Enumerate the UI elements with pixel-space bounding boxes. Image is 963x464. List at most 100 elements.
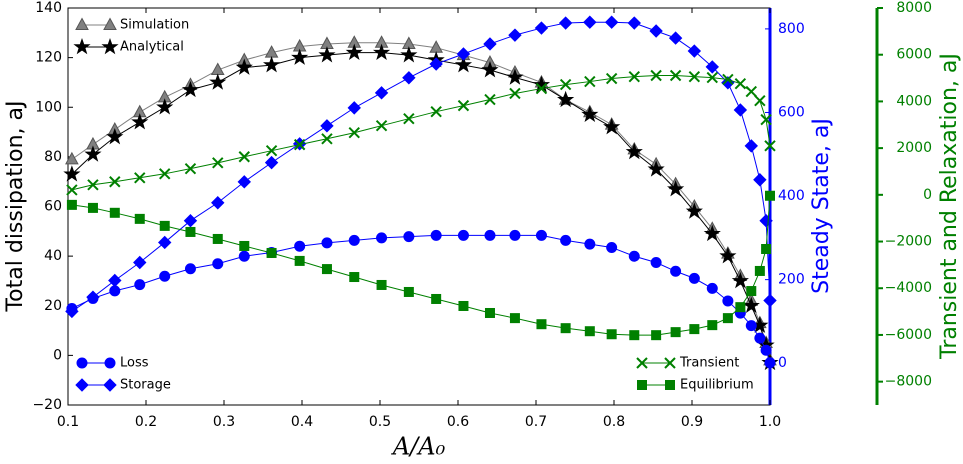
y-tick-label: 60	[44, 199, 62, 215]
marker	[131, 113, 149, 130]
marker	[403, 231, 415, 243]
marker	[506, 68, 524, 85]
marker	[431, 293, 442, 304]
marker	[687, 44, 702, 58]
marker	[159, 168, 171, 180]
marker	[668, 31, 683, 45]
legend-entry: Transient	[636, 356, 739, 371]
marker	[742, 296, 760, 314]
marker	[294, 240, 306, 252]
marker	[650, 256, 662, 268]
marker	[159, 220, 170, 231]
x-tick-label: 0.9	[681, 414, 703, 430]
marker-stroke	[184, 162, 197, 175]
marker	[584, 326, 595, 337]
y2-tick-label: 600	[778, 104, 805, 120]
y3-axis-label: Transient and Relaxation, aJ	[937, 53, 962, 360]
y-tick-label: 140	[35, 0, 62, 16]
legend-label: Simulation	[120, 18, 189, 33]
marker	[746, 286, 757, 297]
marker	[584, 75, 596, 88]
x-tick-label: 0.5	[369, 414, 391, 430]
x-tick-label: 0.2	[135, 414, 157, 430]
marker	[320, 119, 334, 133]
marker	[66, 184, 78, 196]
marker-stroke	[457, 99, 470, 112]
marker	[134, 172, 146, 184]
marker	[604, 15, 619, 29]
y-tick-label: 120	[35, 50, 62, 66]
legend-entry: Loss	[76, 356, 149, 371]
y-tick-label: 80	[44, 149, 62, 165]
legend-entry: Analytical	[73, 37, 184, 55]
marker	[581, 105, 599, 122]
marker-stroke	[559, 78, 572, 91]
marker	[753, 173, 767, 187]
marker	[664, 357, 676, 369]
y3-tick-label: −4000	[885, 280, 932, 296]
y3-tick-label: −6000	[885, 327, 932, 343]
y2-tick-label: 400	[778, 188, 805, 204]
marker	[637, 380, 647, 390]
legend-label: Storage	[120, 378, 171, 393]
marker	[106, 128, 124, 145]
marker-stroke	[348, 126, 360, 139]
marker	[763, 293, 777, 308]
marker	[321, 264, 332, 275]
marker	[134, 213, 145, 224]
marker	[403, 112, 415, 125]
marker	[184, 162, 197, 175]
marker	[345, 43, 363, 60]
marker	[628, 70, 640, 83]
marker	[606, 241, 618, 253]
marker-stroke	[628, 70, 640, 83]
marker-stroke	[87, 179, 99, 191]
marker	[349, 272, 360, 283]
y3-tick-label: −2000	[885, 234, 932, 250]
marker	[73, 37, 91, 55]
marker	[86, 290, 100, 304]
legend-label: Transient	[679, 356, 739, 371]
x-tick-label: 0.6	[447, 414, 469, 430]
marker	[735, 302, 746, 313]
marker	[509, 87, 521, 100]
marker	[238, 151, 250, 163]
marker-stroke	[636, 357, 648, 369]
y3-tick-label: 6000	[896, 47, 932, 63]
marker	[211, 196, 225, 210]
legend-entry: Equilibrium	[637, 378, 754, 393]
marker-stroke	[159, 168, 171, 180]
marker	[294, 255, 305, 266]
y-tick-label: 0	[53, 347, 62, 363]
marker-stroke	[734, 77, 747, 90]
marker	[629, 330, 640, 341]
marker	[158, 235, 172, 250]
marker	[156, 98, 174, 115]
marker-stroke	[238, 151, 250, 163]
marker	[636, 357, 648, 369]
marker	[759, 214, 773, 228]
y-tick-label: 100	[35, 99, 62, 115]
marker	[104, 357, 116, 369]
marker	[509, 229, 521, 241]
marker	[483, 37, 497, 51]
marker	[266, 247, 277, 258]
marker-stroke	[293, 138, 306, 151]
marker	[456, 47, 471, 61]
marker	[605, 72, 618, 85]
marker-stroke	[430, 105, 442, 118]
y3-tick-label: 2000	[896, 140, 932, 156]
marker	[670, 265, 682, 277]
marker	[627, 16, 641, 30]
marker	[374, 86, 389, 100]
legend-entry: Storage	[75, 378, 171, 393]
marker	[744, 139, 758, 153]
marker	[647, 160, 665, 177]
series-line	[71, 74, 771, 191]
marker-stroke	[66, 184, 78, 196]
marker	[265, 144, 278, 157]
y2-tick-label: 0	[778, 355, 787, 371]
marker	[765, 190, 775, 201]
marker-stroke	[509, 87, 521, 100]
